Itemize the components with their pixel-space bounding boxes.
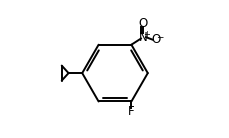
Text: −: − bbox=[155, 33, 162, 42]
Text: +: + bbox=[142, 30, 149, 39]
Text: O: O bbox=[138, 17, 147, 30]
Text: N: N bbox=[138, 31, 147, 44]
Text: O: O bbox=[151, 33, 160, 46]
Text: F: F bbox=[128, 105, 134, 118]
